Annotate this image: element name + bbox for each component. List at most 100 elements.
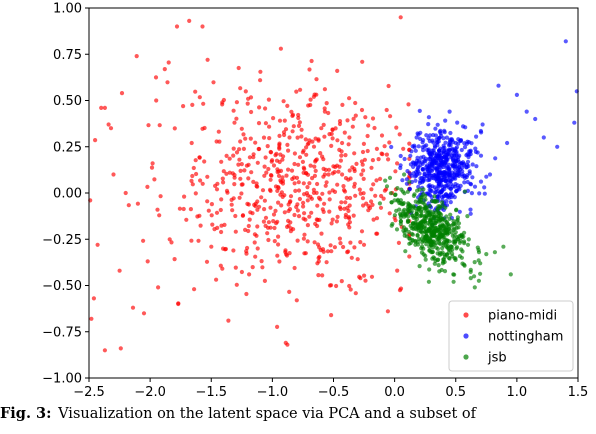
point-piano-midi [146,123,151,128]
point-nottingham [462,180,467,185]
point-piano-midi [342,130,347,135]
point-jsb [377,201,382,206]
point-nottingham [426,192,431,197]
point-piano-midi [206,208,211,213]
point-piano-midi [369,187,374,192]
point-piano-midi [312,240,317,245]
point-jsb [478,261,483,266]
point-piano-midi [276,242,281,247]
point-piano-midi [360,162,365,167]
point-piano-midi [305,223,310,228]
point-piano-midi [211,80,216,85]
point-piano-midi [337,205,343,210]
point-piano-midi [340,172,345,177]
point-piano-midi [286,218,291,223]
point-nottingham [457,209,462,214]
point-jsb [424,230,429,235]
point-jsb [424,242,429,247]
point-piano-midi [152,177,157,182]
point-piano-midi [307,214,312,219]
point-nottingham [448,200,453,205]
point-piano-midi [348,287,353,292]
point-jsb [458,233,463,238]
point-piano-midi [397,288,403,293]
point-piano-midi [330,127,335,132]
point-piano-midi [394,125,399,130]
point-piano-midi [272,239,277,244]
point-piano-midi [369,199,374,204]
point-jsb [394,208,399,213]
point-nottingham [478,179,484,184]
point-nottingham [414,158,419,163]
point-piano-midi [296,214,302,219]
point-piano-midi [359,107,365,113]
point-piano-midi [177,206,182,211]
point-piano-midi [200,126,205,131]
point-piano-midi [224,153,229,158]
point-piano-midi [286,148,291,153]
point-piano-midi [166,60,171,65]
point-piano-midi [252,202,257,207]
point-piano-midi [301,236,306,241]
point-nottingham [431,132,436,138]
point-jsb [450,251,455,256]
point-nottingham [572,120,577,125]
point-piano-midi [141,311,147,316]
point-piano-midi [304,145,309,150]
point-jsb [445,227,450,232]
point-nottingham [436,188,441,194]
point-piano-midi [230,208,235,213]
point-piano-midi [352,166,357,172]
point-piano-midi [198,178,203,183]
point-piano-midi [322,109,327,114]
point-piano-midi [231,108,236,113]
point-piano-midi [327,197,332,202]
point-nottingham [426,115,431,120]
point-piano-midi [353,291,358,296]
point-nottingham [437,169,443,174]
point-nottingham [427,187,432,192]
point-piano-midi [335,214,340,219]
point-jsb [419,213,424,218]
point-nottingham [420,140,425,145]
point-nottingham [448,130,453,136]
point-nottingham [409,149,414,154]
point-piano-midi [225,190,230,195]
point-nottingham [472,184,478,189]
point-piano-midi [359,172,364,177]
point-jsb [410,213,416,218]
point-piano-midi [289,168,295,173]
point-piano-midi [346,222,351,227]
point-jsb [415,188,420,193]
point-piano-midi [347,168,352,173]
series-jsb [377,172,513,290]
point-jsb [394,227,400,232]
point-piano-midi [283,127,289,132]
point-piano-midi [370,202,375,207]
legend-label-nottingham: nottingham [488,330,563,345]
point-piano-midi [277,259,282,264]
point-piano-midi [234,282,239,287]
legend-label-jsb: jsb [487,351,507,366]
point-jsb [448,212,453,217]
point-piano-midi [278,152,283,157]
point-piano-midi [358,276,363,281]
point-nottingham [477,191,482,196]
point-nottingham [462,161,467,166]
point-jsb [427,213,432,218]
point-jsb [465,242,471,247]
point-nottingham [424,173,429,179]
point-piano-midi [209,213,214,218]
point-piano-midi [386,157,391,162]
point-piano-midi [196,238,201,243]
point-piano-midi [305,185,310,190]
point-piano-midi [231,248,236,253]
point-piano-midi [255,160,260,165]
point-nottingham [453,173,458,178]
point-nottingham [456,173,461,178]
point-piano-midi [374,216,380,221]
point-piano-midi [371,217,376,222]
point-piano-midi [329,313,334,318]
point-jsb [436,219,442,224]
point-jsb [422,219,427,224]
